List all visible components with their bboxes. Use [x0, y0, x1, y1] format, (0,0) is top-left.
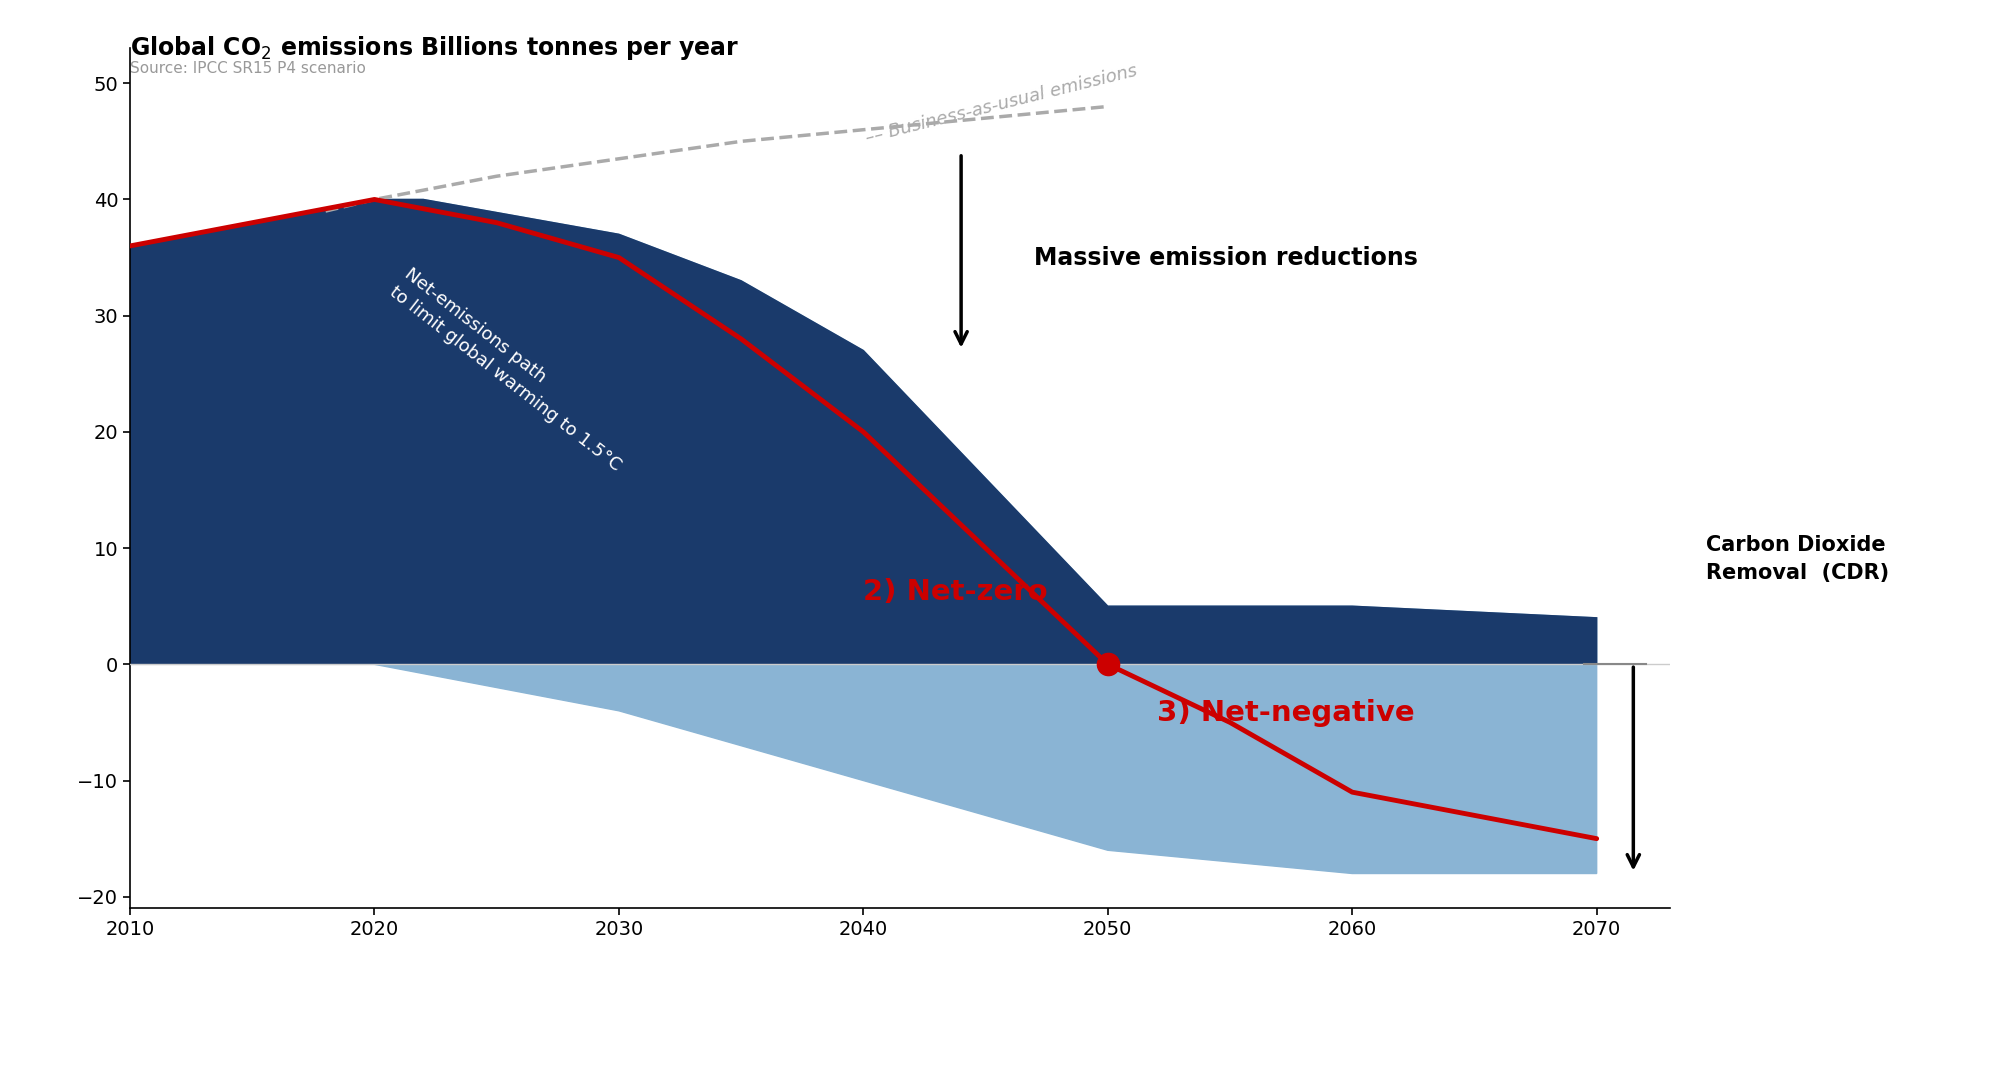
Text: (Edited by MOL, based on the World Economic Forum, “On the critical role of carb: (Edited by MOL, based on the World Econo…	[36, 975, 1260, 995]
Text: Global CO$_2$ emissions Billions tonnes per year: Global CO$_2$ emissions Billions tonnes …	[130, 34, 740, 62]
Text: Net-emissions path
to limit global warming to 1.5°C: Net-emissions path to limit global warmi…	[386, 264, 640, 475]
Text: 2) Net-zero: 2) Net-zero	[864, 578, 1048, 606]
Text: Source: IPCC SR15 P4 scenario: Source: IPCC SR15 P4 scenario	[130, 61, 366, 76]
Text: –– Business-as-usual emissions: –– Business-as-usual emissions	[864, 62, 1138, 147]
Text: Carbon Dioxide
Removal  (CDR): Carbon Dioxide Removal (CDR)	[1706, 535, 1890, 583]
Text: 3) Net-negative: 3) Net-negative	[1156, 699, 1414, 727]
Text: Massive emission reductions: Massive emission reductions	[1034, 245, 1418, 270]
Polygon shape	[130, 200, 1596, 874]
Text: can use it smartly”, (2021)): can use it smartly”, (2021))	[36, 1033, 334, 1054]
Polygon shape	[130, 200, 1596, 664]
